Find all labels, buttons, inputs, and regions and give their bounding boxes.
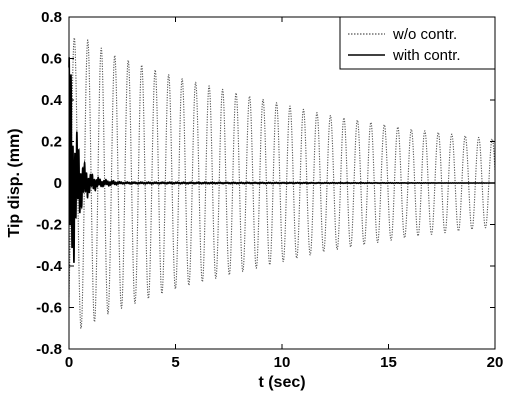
x-tick-label: 10: [274, 354, 291, 371]
legend-box: [339, 16, 496, 70]
x-tick-label: 15: [380, 354, 397, 371]
x-tick-label: 20: [487, 354, 504, 371]
y-tick-label: 0.6: [41, 51, 62, 68]
y-tick-label: 0: [54, 175, 62, 192]
y-tick-label: 0.4: [41, 92, 63, 109]
y-tick-label: -0.4: [36, 258, 63, 275]
x-tick-label: 5: [171, 354, 179, 371]
legend-label-without-control: w/o contr.: [392, 26, 457, 43]
y-tick-label: -0.6: [36, 300, 62, 317]
y-tick-label: -0.2: [36, 217, 62, 234]
y-tick-label: -0.8: [36, 341, 62, 358]
ticks-layer: 0 5 10 15 20 -0.8 -0.6 -0.4 -0.2 0 0.2 0.4 0.6 0.8: [36, 9, 503, 371]
series-line-with-control: [68, 57, 495, 263]
x-axis-label: t (sec): [258, 374, 305, 391]
legend-label-with-control: with contr.: [392, 47, 461, 64]
legend: w/o contr. with contr.: [339, 16, 496, 70]
series-layer: [68, 36, 496, 329]
series-line-without-control: [68, 36, 496, 329]
y-tick-label: 0.2: [41, 134, 62, 151]
y-axis-label: Tip disp. (mm): [6, 128, 23, 237]
y-tick-label: 0.8: [41, 9, 62, 26]
x-tick-label: 0: [65, 354, 73, 371]
